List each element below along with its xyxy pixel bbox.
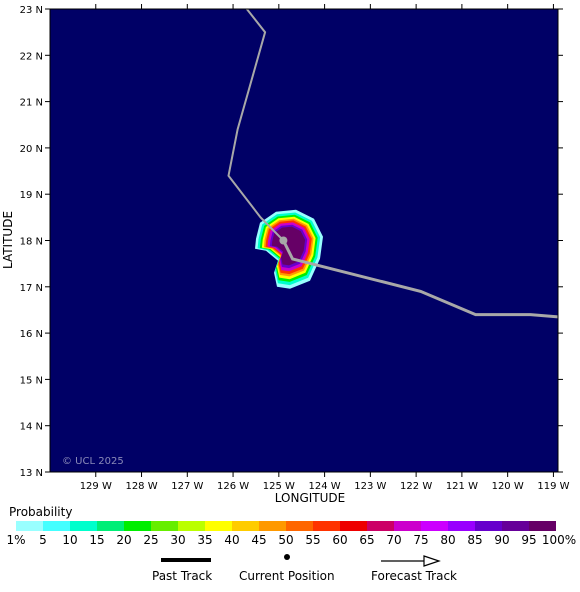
scale-color-cell: [151, 521, 178, 531]
scale-color-cell: [16, 521, 43, 531]
scale-label: 100%: [541, 533, 577, 547]
scale-label: 5: [39, 533, 47, 547]
probability-map: 23 N 22 N 21 N 20 N 19 N 18 N 17 N 16 N 15 N 14 N…: [1, 4, 570, 505]
past-track-label: Past Track: [152, 569, 213, 583]
scale-label: 15: [89, 533, 105, 547]
scale-color-cell: [232, 521, 259, 531]
storm-tracks: [227, 8, 559, 319]
forecast-track-label: Forecast Track: [371, 569, 457, 583]
lon-tick-label: 128 W: [125, 481, 157, 492]
scale-label: 70: [386, 533, 402, 547]
scale-label: 45: [251, 533, 267, 547]
scale-label: 30: [170, 533, 186, 547]
lon-tick-label: 124 W: [309, 481, 341, 492]
probability-scale-labels: 1% 5 10 15 20 25 30 35 40 45 50 55 60 65 70 75 80 85 90 95 1…: [0, 533, 580, 547]
copyright-watermark: © UCL 2025: [62, 456, 124, 467]
lon-tick-label: 122 W: [400, 481, 432, 492]
scale-label: 35: [197, 533, 213, 547]
lon-tick-label: 123 W: [354, 481, 386, 492]
past-track-line: [227, 8, 285, 242]
lat-tick-label: 18 N: [20, 237, 43, 248]
lon-tick-label: 126 W: [217, 481, 249, 492]
probability-color-scale: [16, 521, 556, 531]
probability-title: Probability: [9, 505, 73, 519]
scale-label: 65: [359, 533, 375, 547]
lon-tick-label: 120 W: [492, 481, 524, 492]
scale-label: 50: [278, 533, 294, 547]
scale-color-cell: [70, 521, 97, 531]
scale-label: 25: [143, 533, 159, 547]
current-position-label: Current Position: [239, 569, 335, 583]
scale-label: 80: [440, 533, 456, 547]
scale-color-cell: [124, 521, 151, 531]
lat-tick-label: 16 N: [20, 329, 43, 340]
scale-color-cell: [421, 521, 448, 531]
scale-color-cell: [529, 521, 556, 531]
x-axis-label: LONGITUDE: [275, 491, 345, 505]
forecast-track-swatch: [381, 555, 441, 567]
scale-label: 95: [521, 533, 537, 547]
scale-label: 75: [413, 533, 429, 547]
scale-label: 1%: [6, 533, 26, 547]
scale-label: 10: [62, 533, 78, 547]
axis-ticks: 23 N 22 N 21 N 20 N 19 N 18 N 17 N 16 N 15 N 14 N…: [20, 4, 570, 492]
scale-color-cell: [448, 521, 475, 531]
scale-color-cell: [313, 521, 340, 531]
scale-label: 55: [305, 533, 321, 547]
lon-tick-label: 127 W: [171, 481, 203, 492]
lat-tick-label: 22 N: [20, 51, 43, 62]
lon-tick-label: 125 W: [263, 481, 295, 492]
scale-color-cell: [394, 521, 421, 531]
scale-color-cell: [97, 521, 124, 531]
lon-tick-label: 129 W: [80, 481, 112, 492]
scale-color-cell: [502, 521, 529, 531]
lat-tick-label: 17 N: [20, 283, 43, 294]
past-track-swatch: [161, 558, 211, 562]
scale-label: 60: [332, 533, 348, 547]
lat-tick-label: 20 N: [20, 144, 43, 155]
forecast-track-line: [282, 239, 559, 319]
current-position-swatch: [284, 554, 290, 560]
lon-tick-label: 119 W: [537, 481, 569, 492]
scale-label: 85: [467, 533, 483, 547]
scale-label: 90: [494, 533, 510, 547]
scale-color-cell: [475, 521, 502, 531]
lat-tick-label: 15 N: [20, 375, 43, 386]
lat-tick-label: 21 N: [20, 98, 43, 109]
scale-color-cell: [43, 521, 70, 531]
scale-color-cell: [367, 521, 394, 531]
scale-color-cell: [340, 521, 367, 531]
lon-tick-label: 121 W: [446, 481, 478, 492]
scale-label: 20: [116, 533, 132, 547]
scale-color-cell: [286, 521, 313, 531]
lat-tick-label: 13 N: [20, 468, 43, 479]
lat-tick-label: 19 N: [20, 190, 43, 201]
current-position-marker: [279, 236, 288, 245]
y-axis-label: LATITUDE: [1, 211, 15, 269]
scale-color-cell: [259, 521, 286, 531]
scale-label: 40: [224, 533, 240, 547]
lat-tick-label: 14 N: [20, 422, 43, 433]
scale-color-cell: [205, 521, 232, 531]
lat-tick-label: 23 N: [20, 5, 43, 16]
scale-color-cell: [178, 521, 205, 531]
